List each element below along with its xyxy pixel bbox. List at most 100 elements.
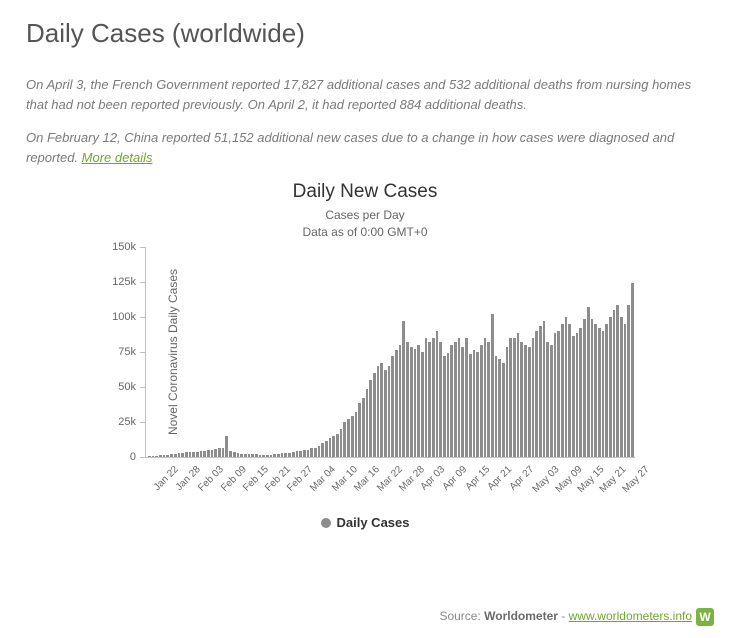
chart-bar bbox=[214, 449, 217, 457]
chart-bar bbox=[270, 455, 273, 457]
chart-x-tick: Apr 15 bbox=[463, 464, 492, 493]
chart-bar bbox=[255, 454, 258, 456]
chart-bar bbox=[159, 455, 162, 456]
chart-bar bbox=[318, 446, 321, 457]
chart-x-ticks: Jan 22Jan 28Feb 03Feb 09Feb 15Feb 21Feb … bbox=[145, 458, 635, 513]
chart-bar bbox=[498, 359, 501, 457]
chart-bar bbox=[528, 347, 531, 456]
chart-bar bbox=[546, 342, 549, 457]
chart-bar bbox=[377, 366, 380, 457]
chart-bar bbox=[207, 450, 210, 456]
chart-legend: Daily Cases bbox=[85, 515, 645, 530]
chart-bar bbox=[240, 454, 243, 457]
chart-bar bbox=[166, 455, 169, 457]
chart-bar bbox=[321, 443, 324, 456]
chart-bar bbox=[284, 453, 287, 457]
chart-bar bbox=[454, 342, 457, 457]
legend-label: Daily Cases bbox=[337, 515, 410, 530]
chart-bar bbox=[292, 452, 295, 456]
chart-bar bbox=[358, 403, 361, 456]
chart-y-tick: 50k bbox=[140, 387, 146, 388]
chart-bar bbox=[583, 319, 586, 456]
chart-bar bbox=[417, 345, 420, 457]
chart-bar bbox=[484, 338, 487, 457]
chart-bar bbox=[598, 328, 601, 457]
chart-bar bbox=[414, 349, 417, 457]
chart-bar bbox=[211, 450, 214, 457]
chart-bar bbox=[332, 436, 335, 456]
chart-bar bbox=[439, 342, 442, 457]
chart-bar bbox=[476, 352, 479, 457]
chart-bar bbox=[631, 283, 634, 457]
chart-bar bbox=[281, 453, 284, 457]
more-details-link[interactable]: More details bbox=[82, 150, 153, 165]
chart-bar bbox=[366, 389, 369, 456]
chart-bar bbox=[491, 314, 494, 457]
chart-bar bbox=[469, 354, 472, 456]
chart-bar bbox=[277, 454, 280, 457]
chart-bar bbox=[347, 419, 350, 457]
chart-bar bbox=[605, 324, 608, 457]
chart-bar bbox=[373, 373, 376, 457]
worldometer-logo-icon: W bbox=[696, 608, 714, 626]
chart-bar bbox=[248, 454, 251, 457]
chart-bar bbox=[237, 453, 240, 457]
note-1: On April 3, the French Government report… bbox=[26, 75, 704, 114]
source-link[interactable]: www.worldometers.info bbox=[569, 609, 692, 623]
chart-bar bbox=[196, 452, 199, 457]
chart-bar bbox=[443, 356, 446, 457]
chart-bar bbox=[185, 452, 188, 456]
chart-bar bbox=[329, 438, 332, 457]
chart-bar bbox=[229, 451, 232, 457]
chart-bar bbox=[299, 451, 302, 457]
chart-bar bbox=[384, 370, 387, 457]
chart-bar bbox=[369, 380, 372, 457]
chart-bar bbox=[336, 434, 339, 456]
chart-bar bbox=[410, 347, 413, 456]
chart-bar bbox=[428, 342, 431, 457]
chart-bar bbox=[189, 452, 192, 456]
source-label: Source: bbox=[439, 609, 484, 623]
chart-bar bbox=[218, 448, 221, 456]
chart-bar bbox=[233, 452, 236, 456]
chart-bar bbox=[303, 450, 306, 456]
chart-bar bbox=[550, 345, 553, 457]
chart-bar bbox=[421, 352, 424, 457]
chart-bar bbox=[594, 324, 597, 457]
chart-bar bbox=[627, 305, 630, 456]
page-title: Daily Cases (worldwide) bbox=[26, 18, 704, 49]
chart-bar bbox=[425, 338, 428, 457]
chart-y-tick: 125k bbox=[140, 282, 146, 283]
chart-bar bbox=[461, 347, 464, 456]
source-sep: - bbox=[558, 609, 569, 623]
chart-bar bbox=[362, 398, 365, 457]
legend-marker-icon bbox=[321, 518, 331, 528]
chart-bar bbox=[244, 454, 247, 457]
chart-bar bbox=[355, 412, 358, 457]
chart-bar bbox=[576, 333, 579, 456]
chart-bar bbox=[351, 416, 354, 457]
chart-bar bbox=[343, 422, 346, 457]
chart-bar bbox=[325, 441, 328, 456]
chart-bar bbox=[579, 328, 582, 457]
chart-bar bbox=[314, 448, 317, 457]
chart-bar bbox=[620, 317, 623, 457]
chart-bar bbox=[509, 338, 512, 457]
chart-bar bbox=[495, 356, 498, 457]
chart-bar bbox=[591, 319, 594, 456]
chart-bar bbox=[450, 345, 453, 457]
chart-bar bbox=[487, 342, 490, 457]
chart-bar bbox=[447, 353, 450, 457]
chart-bar bbox=[561, 324, 564, 457]
chart-bar bbox=[554, 333, 557, 456]
chart-bar bbox=[524, 345, 527, 457]
chart-bar bbox=[192, 452, 195, 456]
chart-bar bbox=[178, 453, 181, 457]
chart-bar bbox=[259, 455, 262, 457]
chart-bar bbox=[513, 338, 516, 457]
chart-bar bbox=[399, 345, 402, 457]
chart-bar bbox=[200, 451, 203, 456]
chart-bar bbox=[310, 448, 313, 456]
chart-bar bbox=[391, 356, 394, 457]
chart-bar bbox=[340, 429, 343, 457]
